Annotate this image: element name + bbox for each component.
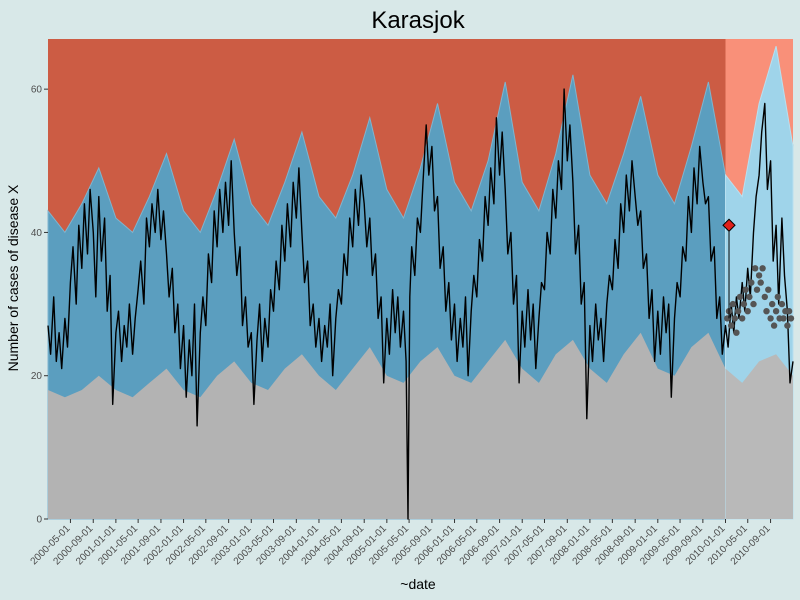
x-axis: 2000-05-012000-09-012001-01-012001-05-01… xyxy=(29,519,773,567)
y-tick-label: 40 xyxy=(31,228,43,239)
forecast-point xyxy=(787,315,795,322)
forecast-point xyxy=(744,308,751,315)
forecast-point xyxy=(739,315,746,322)
alert-marker-group xyxy=(722,218,736,319)
forecast-point xyxy=(752,265,759,272)
forecast-point xyxy=(736,293,744,301)
y-tick-label: 60 xyxy=(31,85,43,96)
forecast-point xyxy=(784,322,791,329)
y-tick-label: 20 xyxy=(31,371,43,382)
forecast-point xyxy=(757,279,764,286)
forecast-point xyxy=(767,315,774,322)
forecast-point xyxy=(731,315,738,322)
forecast-point xyxy=(769,300,776,308)
forecast-region xyxy=(725,39,794,520)
alert-marker xyxy=(722,218,736,232)
forecast-point xyxy=(778,300,786,308)
forecast-point xyxy=(734,308,742,315)
forecast-point xyxy=(761,293,768,301)
forecast-point xyxy=(770,322,778,329)
forecast-point xyxy=(785,308,793,315)
forecast-point xyxy=(748,279,755,286)
forecast-point xyxy=(742,286,749,293)
y-axis: 0 20 40 60 xyxy=(31,85,48,526)
forecast-point xyxy=(746,293,753,301)
forecast-point xyxy=(772,308,780,315)
forecast-point xyxy=(753,286,761,293)
y-tick-label: 0 xyxy=(36,515,42,526)
y-axis-title: Number of cases of disease X xyxy=(5,184,21,371)
chart-title: Karasjok xyxy=(371,7,465,34)
forecast-point xyxy=(729,300,737,308)
forecast-point xyxy=(780,315,787,322)
forecast-point xyxy=(733,329,740,336)
forecast-lower-band xyxy=(725,354,793,519)
x-axis-title: ~date xyxy=(400,576,436,592)
observed-series xyxy=(47,88,794,520)
forecast-point xyxy=(763,308,770,315)
forecast-point xyxy=(759,265,766,272)
forecast-point xyxy=(728,322,735,329)
forecast-point xyxy=(750,300,757,308)
observed-cases-line xyxy=(47,88,794,520)
chart-bands xyxy=(47,39,794,520)
forecast-point xyxy=(740,300,748,308)
forecast-point xyxy=(765,286,772,293)
forecast-point xyxy=(774,293,781,301)
lower-threshold-band xyxy=(48,332,793,519)
forecast-point xyxy=(755,272,763,279)
